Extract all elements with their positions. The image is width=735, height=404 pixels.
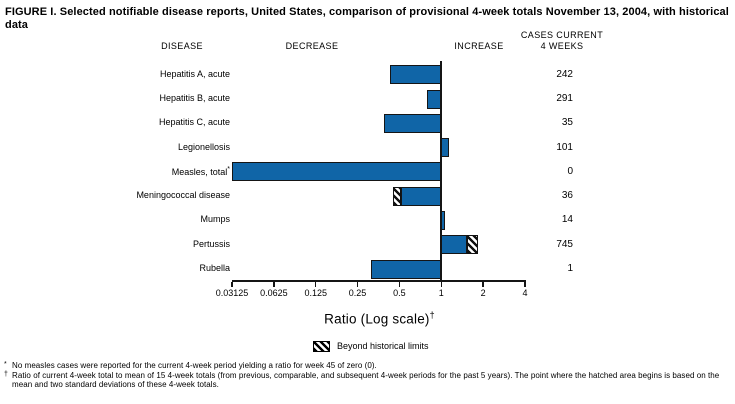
legend-hatch-swatch bbox=[313, 341, 330, 352]
axis-tick bbox=[440, 282, 443, 287]
axis-tick bbox=[482, 282, 484, 287]
ratio-bar bbox=[441, 138, 449, 158]
axis-tick-label: 0.03125 bbox=[215, 288, 249, 298]
column-header-cases-line1: CASES CURRENT bbox=[520, 30, 604, 40]
cases-value: 14 bbox=[561, 214, 573, 226]
column-header-decrease: DECREASE bbox=[285, 41, 339, 51]
axis-tick bbox=[231, 282, 233, 287]
disease-label: Hepatitis C, acute bbox=[158, 117, 230, 128]
ratio-bar bbox=[390, 65, 442, 85]
ratio-bar bbox=[232, 162, 442, 182]
axis-title-dagger: † bbox=[429, 310, 435, 320]
disease-label: Legionellosis bbox=[177, 141, 230, 152]
disease-label: Meningococcal disease bbox=[136, 190, 230, 201]
column-header-cases: CASES CURRENT 4 WEEKS bbox=[521, 30, 603, 52]
ratio-bar bbox=[400, 186, 442, 206]
beyond-limits-bar bbox=[393, 186, 401, 206]
cases-value: 35 bbox=[561, 117, 573, 129]
ratio-bar bbox=[441, 235, 467, 255]
x-axis-line bbox=[232, 280, 526, 282]
axis-tick-label: 0.125 bbox=[304, 288, 327, 298]
footnotes: * No measles cases were reported for the… bbox=[4, 361, 734, 390]
disease-label: Pertussis bbox=[192, 238, 230, 249]
footnote-marker-dagger: † bbox=[4, 370, 8, 378]
axis-tick bbox=[314, 282, 317, 287]
reference-line bbox=[440, 61, 443, 282]
ratio-bar bbox=[427, 89, 442, 109]
footnote-measles: * No measles cases were reported for the… bbox=[4, 361, 377, 370]
axis-tick bbox=[524, 282, 526, 287]
axis-tick bbox=[356, 282, 359, 287]
disease-label: Rubella bbox=[199, 263, 230, 274]
disease-label: Hepatitis A, acute bbox=[159, 68, 230, 79]
axis-tick-label: 0.0625 bbox=[260, 288, 288, 298]
axis-tick-label: 0.5 bbox=[393, 288, 406, 298]
disease-label: Hepatitis B, acute bbox=[159, 93, 230, 104]
footnote-ratio: † Ratio of current 4-week total to mean … bbox=[4, 370, 720, 390]
cases-value: 101 bbox=[556, 141, 573, 153]
footnote-marker-asterisk: * bbox=[4, 361, 7, 368]
axis-tick bbox=[398, 282, 401, 287]
column-header-cases-line2: 4 WEEKS bbox=[540, 41, 584, 51]
column-header-increase: INCREASE bbox=[454, 41, 504, 51]
cases-value: 36 bbox=[561, 190, 573, 202]
ratio-bar bbox=[384, 113, 442, 133]
axis-tick-label: 4 bbox=[522, 288, 528, 298]
ratio-bar bbox=[370, 259, 442, 279]
cases-value: 1 bbox=[567, 263, 573, 275]
axis-tick-label: 2 bbox=[480, 288, 486, 298]
figure-title: FIGURE I. Selected notifiable disease re… bbox=[5, 6, 729, 31]
disease-label: Mumps bbox=[200, 214, 230, 225]
column-header-disease: DISEASE bbox=[161, 41, 203, 51]
cases-value: 0 bbox=[567, 165, 573, 177]
cases-value: 291 bbox=[556, 93, 573, 105]
cases-value: 242 bbox=[556, 68, 573, 80]
beyond-limits-bar bbox=[466, 235, 479, 255]
axis-title: Ratio (Log scale)† bbox=[324, 310, 435, 327]
axis-tick-label: 1 bbox=[438, 288, 444, 298]
disease-label: Measles, total* bbox=[171, 165, 230, 177]
cases-value: 745 bbox=[556, 238, 573, 250]
axis-tick-label: 0.25 bbox=[348, 288, 367, 298]
axis-tick bbox=[273, 282, 275, 287]
legend-label: Beyond historical limits bbox=[337, 341, 429, 351]
